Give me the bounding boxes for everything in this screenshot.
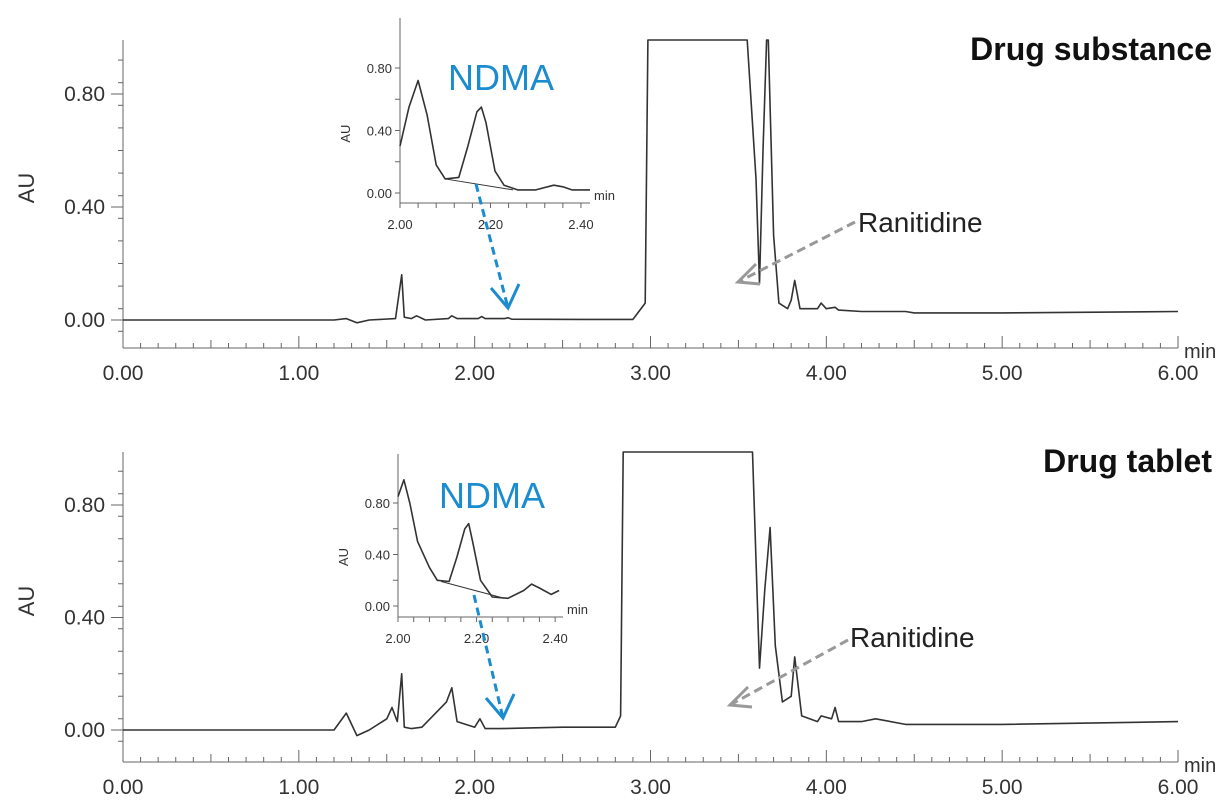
inset-x-unit: min	[567, 602, 588, 617]
panel-title: Drug tablet	[1043, 443, 1212, 479]
x-tick-label: 3.00	[630, 362, 671, 385]
ndma-arrow	[472, 594, 505, 719]
x-tick-label: 0.00	[103, 362, 144, 385]
y-tick-label: 0.00	[64, 309, 105, 332]
y-tick-label: 0.40	[64, 607, 105, 630]
x-tick-label: 4.00	[806, 776, 847, 799]
inset-x-unit: min	[594, 188, 615, 203]
x-tick-label: 6.00	[1158, 776, 1199, 799]
x-tick-label: 2.00	[454, 776, 495, 799]
ranitidine-arrowhead	[726, 685, 753, 709]
inset-trace	[397, 479, 560, 600]
x-tick-label: 3.00	[630, 776, 671, 799]
ranitidine-arrowhead	[734, 262, 761, 286]
ndma-arrow	[474, 183, 510, 309]
x-tick-label: 5.00	[982, 362, 1023, 385]
inset-baseline	[441, 581, 505, 599]
ranitidine-label: Ranitidine	[858, 207, 983, 238]
x-tick-label: 0.00	[103, 776, 144, 799]
inset-y-tick-label: 0.40	[367, 124, 392, 139]
y-tick-label: 0.80	[64, 83, 105, 106]
ndma-arrowhead	[489, 283, 521, 311]
ndma-label: NDMA	[439, 475, 545, 516]
x-axis-unit: min	[1184, 341, 1216, 363]
inset-y-axis-label: AU	[338, 125, 353, 143]
y-tick-label: 0.40	[64, 196, 105, 219]
y-tick-label: 0.00	[64, 719, 105, 742]
inset-y-tick-label: 0.80	[367, 61, 392, 76]
inset-y-axis-label: AU	[336, 548, 351, 566]
ndma-label: NDMA	[448, 57, 554, 98]
x-tick-label: 1.00	[278, 362, 319, 385]
x-tick-label: 1.00	[278, 776, 319, 799]
ranitidine-arrow	[729, 638, 849, 707]
inset-y-tick-label: 0.80	[365, 496, 390, 511]
inset-trace	[399, 79, 590, 191]
inset-baseline	[445, 178, 514, 191]
x-axis-unit: min	[1184, 755, 1216, 777]
x-tick-label: 2.00	[454, 362, 495, 385]
y-tick-label: 0.80	[64, 494, 105, 517]
x-tick-label: 6.00	[1158, 362, 1199, 385]
inset-x-tick-label: 2.40	[568, 217, 593, 232]
chromatogram-trace	[123, 39, 1179, 324]
panel-title: Drug substance	[970, 31, 1212, 67]
ranitidine-arrow	[737, 220, 856, 284]
y-axis-label: AU	[14, 173, 39, 204]
y-axis-label: AU	[14, 586, 39, 617]
inset-x-tick-label: 2.00	[385, 631, 410, 646]
ranitidine-label: Ranitidine	[850, 622, 975, 653]
inset-x-tick-label: 2.00	[387, 217, 412, 232]
inset-x-tick-label: 2.20	[478, 217, 503, 232]
inset-y-tick-label: 0.00	[367, 186, 392, 201]
inset-y-tick-label: 0.00	[365, 599, 390, 614]
x-tick-label: 5.00	[982, 776, 1023, 799]
chromatogram-trace	[123, 451, 1179, 737]
x-tick-label: 4.00	[806, 362, 847, 385]
inset-x-tick-label: 2.40	[542, 631, 567, 646]
ndma-arrowhead	[484, 693, 516, 721]
inset-y-tick-label: 0.40	[365, 548, 390, 563]
